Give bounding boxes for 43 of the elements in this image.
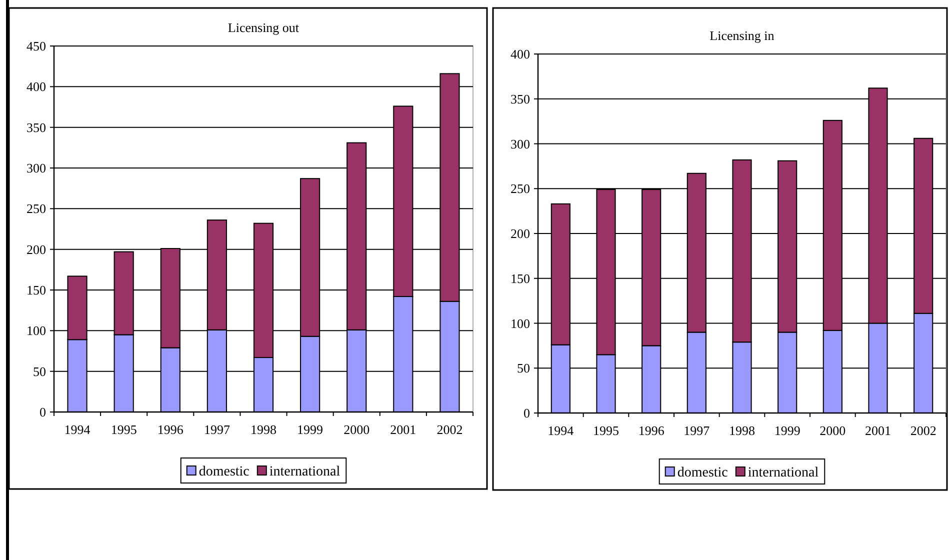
legend-label: domestic bbox=[198, 464, 250, 480]
x-tick-label: 1997 bbox=[684, 423, 710, 438]
x-tick-label: 1996 bbox=[638, 423, 665, 438]
x-tick-label: 1995 bbox=[110, 422, 137, 437]
chart-title: Licensing in bbox=[710, 28, 775, 43]
y-tick-label: 200 bbox=[26, 242, 46, 257]
x-tick-label: 2000 bbox=[344, 422, 370, 437]
y-tick-label: 150 bbox=[26, 282, 46, 298]
y-tick-label: 250 bbox=[510, 181, 530, 196]
x-tick-label: 2002 bbox=[436, 422, 463, 437]
legend-label: domestic bbox=[677, 465, 728, 480]
x-tick-label: 2001 bbox=[865, 423, 891, 438]
legend-label: international bbox=[748, 465, 819, 480]
x-tick-label: 1994 bbox=[64, 422, 91, 437]
x-tick-label: 2000 bbox=[820, 423, 846, 438]
x-tick-label: 1997 bbox=[204, 422, 230, 437]
chart-title: Licensing out bbox=[228, 20, 300, 35]
y-tick-label: 100 bbox=[26, 323, 46, 338]
x-tick-label: 1999 bbox=[774, 423, 800, 438]
y-tick-label: 300 bbox=[26, 160, 46, 176]
legend-label: international bbox=[269, 464, 340, 480]
x-tick-label: 1999 bbox=[297, 422, 324, 437]
y-tick-label: 50 bbox=[33, 364, 46, 379]
x-tick-label: 1998 bbox=[250, 422, 276, 437]
x-tick-label: 1995 bbox=[593, 423, 619, 438]
x-tick-label: 1994 bbox=[548, 423, 574, 438]
y-tick-label: 100 bbox=[510, 316, 530, 331]
x-tick-label: 1998 bbox=[729, 423, 755, 438]
y-tick-label: 250 bbox=[26, 201, 46, 216]
x-tick-label: 2001 bbox=[390, 422, 416, 437]
y-tick-label: 50 bbox=[517, 360, 530, 376]
y-tick-label: 300 bbox=[510, 136, 530, 152]
x-tick-label: 2002 bbox=[910, 423, 936, 438]
y-tick-label: 350 bbox=[510, 91, 530, 106]
y-tick-label: 400 bbox=[26, 79, 46, 94]
y-tick-label: 0 bbox=[524, 406, 530, 421]
y-tick-label: 150 bbox=[510, 270, 530, 286]
y-tick-label: 450 bbox=[26, 38, 46, 54]
y-tick-label: 350 bbox=[26, 120, 46, 135]
y-tick-label: 400 bbox=[510, 46, 530, 62]
y-tick-label: 0 bbox=[40, 404, 46, 420]
y-tick-label: 200 bbox=[510, 226, 530, 242]
x-tick-label: 1996 bbox=[157, 422, 184, 437]
